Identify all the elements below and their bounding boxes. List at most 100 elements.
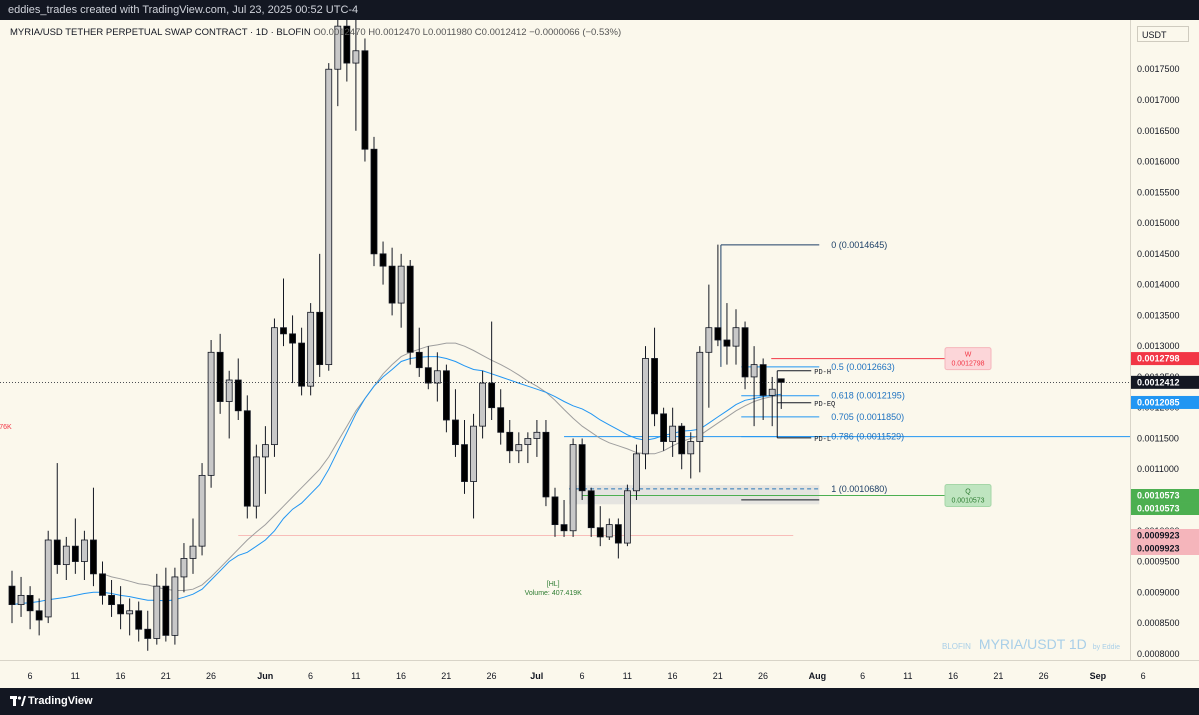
level-badge-title-q: Q — [965, 489, 971, 496]
candle — [198, 463, 206, 556]
price-tick-label: 0.0011500 — [1137, 433, 1179, 443]
watermark-author: by Eddie — [1092, 644, 1121, 651]
chart-pane[interactable]: 0 (0.0014645) 0.5 (0.0012663) 0.618 (0.001… — [0, 20, 1130, 660]
candle-body — [696, 351, 704, 442]
candle — [108, 580, 115, 617]
level-badge-w — [944, 347, 992, 371]
candle-body — [271, 327, 278, 446]
candle — [533, 420, 541, 457]
candle — [406, 260, 414, 365]
candle-body — [35, 610, 43, 621]
candle — [642, 346, 649, 470]
candle-body — [334, 25, 342, 70]
price-axis-badge-text: 0.0012085 — [1137, 397, 1180, 407]
candle — [424, 346, 432, 390]
time-tick-label: 16 — [396, 671, 406, 681]
candle — [560, 500, 568, 537]
candle — [515, 432, 523, 464]
time-tick-label: Jul — [530, 671, 543, 681]
candle — [62, 536, 70, 580]
ema-line — [11, 356, 782, 606]
candle-body — [642, 358, 649, 455]
candle-body — [53, 539, 61, 566]
chart-canvas[interactable]: 0 (0.0014645) 0.5 (0.0012663) 0.618 (0.001… — [0, 20, 1130, 660]
candle — [90, 487, 97, 587]
candle — [488, 321, 496, 420]
pivot-annotation-title-1: [HL] — [547, 581, 560, 588]
candle — [216, 333, 224, 414]
pd-marker-label-2: PD-L — [814, 436, 831, 444]
candle — [316, 253, 324, 377]
candle-body — [433, 370, 441, 384]
price-tick-label: 0.0009500 — [1137, 557, 1180, 567]
price-tick-label: 0.0016500 — [1137, 126, 1180, 136]
time-tick-label: 21 — [441, 671, 451, 681]
pd-marker-label-0: PD-H — [814, 369, 831, 377]
candle — [8, 570, 16, 624]
price-tick-label: 0.0009000 — [1137, 587, 1180, 597]
candle — [759, 358, 767, 420]
candle-body — [424, 367, 432, 384]
price-axis[interactable]: 0.0017500 0.0017000 0.0016500 0.0016000 0.00… — [1130, 20, 1199, 660]
candle-body — [669, 425, 677, 442]
candle-body — [452, 419, 459, 446]
currency-selector[interactable]: USDT — [1137, 26, 1189, 42]
candle — [243, 395, 251, 519]
candle — [162, 567, 170, 642]
candle-body — [81, 539, 88, 562]
candle-body — [189, 545, 197, 559]
candle-body — [225, 379, 233, 402]
candle-body — [207, 351, 215, 476]
candle — [26, 586, 34, 630]
candle-body — [714, 327, 722, 341]
time-tick-label: Sep — [1090, 671, 1107, 681]
price-axis-canvas: 0.0017500 0.0017000 0.0016500 0.0016000 0.00… — [1131, 64, 1199, 659]
time-axis[interactable]: 6 11 16 21 26 Jun 6 11 16 21 26 Jul 6 11 16 21 26 Aug 6 11 1… — [0, 660, 1199, 688]
candle — [352, 20, 360, 131]
candle — [126, 598, 134, 636]
candle — [433, 352, 441, 402]
price-tick-label: 0.0016000 — [1137, 157, 1180, 167]
candle — [153, 573, 161, 645]
candle-body — [126, 610, 134, 615]
candle-body — [234, 379, 242, 412]
candle — [397, 253, 405, 328]
time-tick-label: 16 — [668, 671, 678, 681]
candle — [225, 370, 233, 439]
candle — [660, 407, 667, 451]
candle — [569, 438, 577, 537]
candle-body — [171, 576, 179, 636]
price-axis-badge — [1131, 375, 1199, 389]
candle-body — [633, 453, 640, 492]
candle-body — [352, 50, 360, 64]
price-axis-badge — [1131, 542, 1199, 556]
candle — [506, 420, 514, 464]
candle-body — [705, 327, 713, 353]
candle — [388, 247, 396, 316]
symbol-title: MYRIA/USD TETHER PERPETUAL SWAP CONTRACT… — [10, 27, 311, 38]
price-axis-badge-text: 0.0009923 — [1137, 531, 1180, 541]
candle-body — [388, 265, 396, 304]
candle-body — [252, 456, 260, 507]
price-axis-badge — [1131, 489, 1199, 503]
time-axis-canvas: 6 11 16 21 26 Jun 6 11 16 21 26 Jul 6 11 16 21 26 Aug 6 11 1… — [27, 671, 1145, 681]
watermark-symbol: MYRIA/USDT 1D — [978, 636, 1087, 652]
candle — [750, 346, 758, 427]
candle — [551, 487, 559, 537]
candle-body — [216, 351, 224, 402]
candle — [53, 463, 61, 574]
time-tick-label: 21 — [993, 671, 1003, 681]
time-tick-label: Jun — [257, 671, 273, 681]
price-tick-label: 0.0017000 — [1137, 95, 1180, 105]
candle — [596, 506, 604, 547]
ohlc-values: O0.0012470 H0.0012470 L0.0011980 C0.0012… — [313, 27, 622, 38]
candle-body — [732, 327, 740, 347]
price-tick-label: 0.0013500 — [1137, 310, 1180, 320]
candle-body — [198, 474, 206, 547]
time-tick-label: 11 — [623, 671, 632, 681]
candle — [252, 444, 260, 519]
candle-body — [361, 50, 369, 150]
price-tick-label: 0.0014000 — [1137, 280, 1180, 290]
fib-label-1: 0.5 (0.0012663) — [831, 362, 895, 372]
fib-label-2: 0.618 (0.0012195) — [831, 391, 905, 401]
